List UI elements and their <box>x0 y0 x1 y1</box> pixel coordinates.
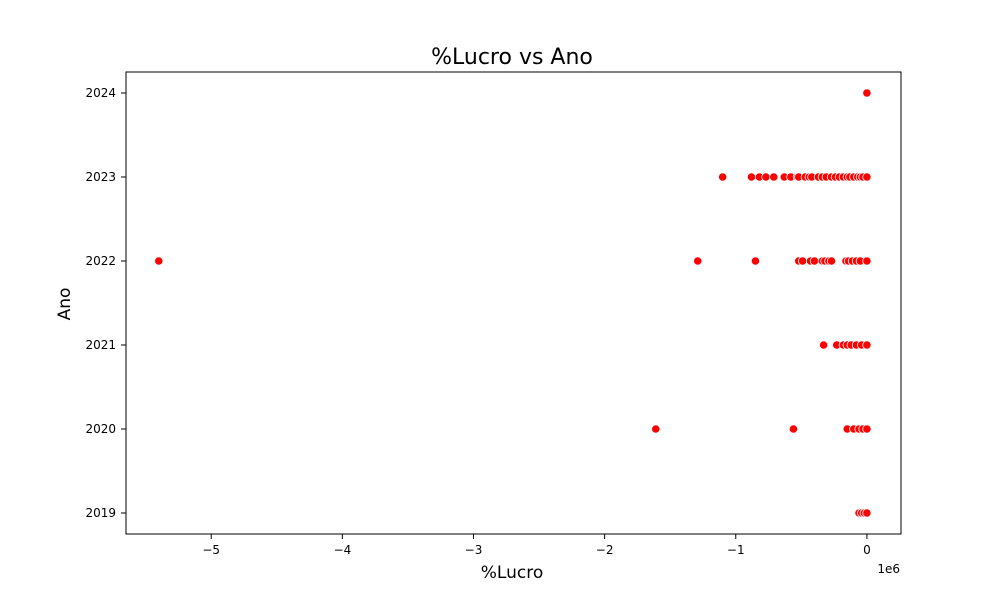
data-point <box>862 88 872 98</box>
y-tick-label: 2023 <box>85 170 116 184</box>
axis-ticks: −5 −4 −3 −2 −1 0 2019 2020 2021 2022 2023 2024 <box>85 86 870 557</box>
x-tick-label: −3 <box>465 543 483 557</box>
data-point <box>750 256 761 266</box>
x-tick-label: −4 <box>334 543 352 557</box>
data-point <box>693 256 703 266</box>
data-point <box>862 172 872 182</box>
x-tick-label: −1 <box>727 543 745 557</box>
x-tick-label: −5 <box>202 543 220 557</box>
x-axis-label: %Lucro <box>481 563 543 583</box>
data-point <box>809 256 820 266</box>
data-point <box>769 172 779 182</box>
data-point <box>154 256 164 266</box>
data-points <box>154 88 872 518</box>
y-tick-label: 2019 <box>85 506 116 520</box>
data-point <box>746 172 757 182</box>
y-tick-label: 2021 <box>85 338 116 352</box>
data-point <box>862 340 872 350</box>
data-point <box>718 172 728 182</box>
x-tick-label: 0 <box>863 543 871 557</box>
data-point <box>651 424 661 434</box>
data-point <box>862 256 872 266</box>
data-point <box>798 256 808 266</box>
data-point <box>788 424 799 434</box>
data-point <box>826 256 837 266</box>
y-tick-label: 2024 <box>85 86 116 100</box>
plot-frame <box>125 71 902 535</box>
data-point <box>761 172 771 182</box>
data-point <box>862 508 872 518</box>
x-tick-label: −2 <box>596 543 614 557</box>
chart-title: %Lucro vs Ano <box>431 45 593 70</box>
y-tick-label: 2020 <box>85 422 116 436</box>
data-point <box>819 340 829 350</box>
y-tick-label: 2022 <box>85 254 116 268</box>
y-axis-label: Ano <box>55 288 75 321</box>
x-axis-offset-label: 1e6 <box>877 562 900 576</box>
data-point <box>862 424 872 434</box>
